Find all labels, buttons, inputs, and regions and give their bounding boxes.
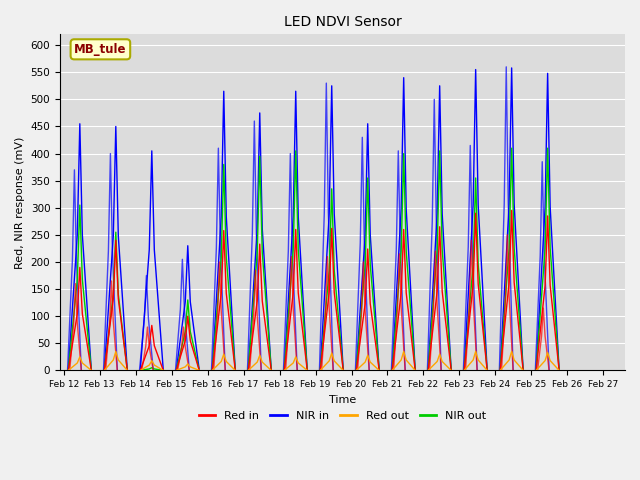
Text: MB_tule: MB_tule xyxy=(74,43,127,56)
X-axis label: Time: Time xyxy=(329,395,356,405)
Legend: Red in, NIR in, Red out, NIR out: Red in, NIR in, Red out, NIR out xyxy=(194,407,491,425)
Title: LED NDVI Sensor: LED NDVI Sensor xyxy=(284,15,401,29)
Y-axis label: Red, NIR response (mV): Red, NIR response (mV) xyxy=(15,136,25,269)
